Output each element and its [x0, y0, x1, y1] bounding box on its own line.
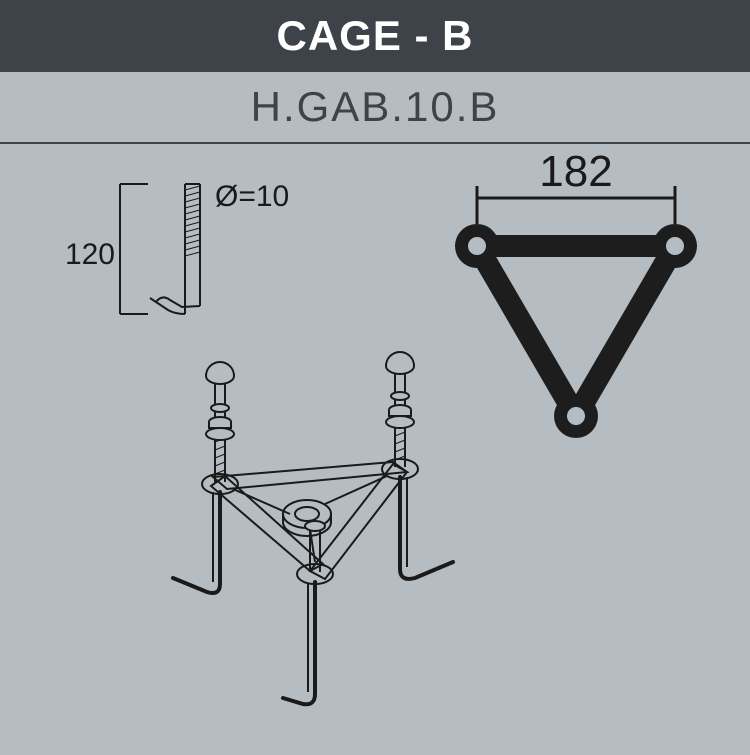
triangle-plan: 182	[455, 147, 697, 438]
diagram-area: 120	[0, 144, 750, 750]
bolt-diameter-label: Ø=10	[215, 180, 289, 213]
title-bar: CAGE - B	[0, 0, 750, 72]
bolt-height-label: 120	[65, 238, 115, 271]
title-text: CAGE - B	[277, 12, 474, 60]
subtitle-bar: H.GAB.10.B	[0, 72, 750, 144]
bolt-diagram: 120	[65, 180, 289, 314]
iso-view	[173, 352, 453, 704]
subtitle-text: H.GAB.10.B	[251, 83, 500, 131]
triangle-width-label: 182	[539, 147, 612, 196]
diagram-svg: 120	[0, 144, 750, 750]
